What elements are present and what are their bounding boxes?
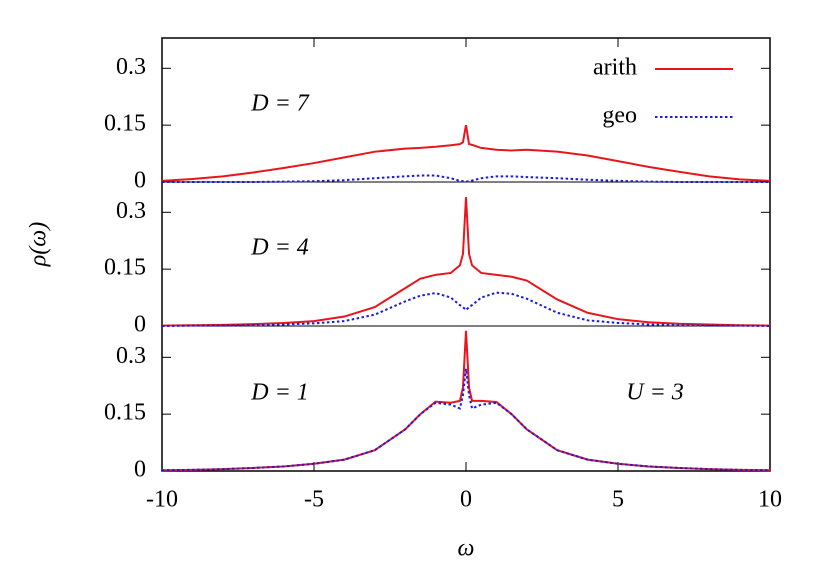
- x-tick-label: -10: [146, 487, 178, 513]
- annotation: D = 1: [250, 380, 309, 406]
- legend-label: arith: [593, 55, 637, 81]
- data-line: [162, 174, 770, 183]
- y-tick-label: 0.15: [104, 255, 146, 281]
- legend-label: geo: [602, 103, 637, 129]
- y-tick-label: 0.3: [116, 343, 146, 369]
- data-line: [161, 291, 771, 327]
- y-tick-label: 0: [134, 168, 146, 194]
- annotation: U = 3: [626, 380, 684, 406]
- y-tick-label: 0: [134, 457, 146, 483]
- x-tick-label: -5: [304, 487, 324, 513]
- data-line: [161, 368, 771, 472]
- x-tick-label: 10: [758, 487, 782, 513]
- y-tick-label: 0.15: [104, 400, 146, 426]
- x-tick-label: 5: [612, 487, 624, 513]
- y-tick-label: 0.15: [104, 111, 146, 137]
- x-tick-label: 0: [460, 487, 472, 513]
- x-axis-label: ω: [458, 536, 475, 562]
- y-axis-label: ρ(ω): [26, 222, 52, 267]
- y-tick-label: 0.3: [116, 198, 146, 224]
- y-tick-label: 0: [134, 312, 146, 338]
- annotation: D = 7: [250, 91, 310, 117]
- y-tick-label: 0.3: [116, 54, 146, 80]
- data-line: [161, 124, 771, 182]
- data-line: [161, 197, 771, 327]
- annotation: D = 4: [250, 235, 309, 261]
